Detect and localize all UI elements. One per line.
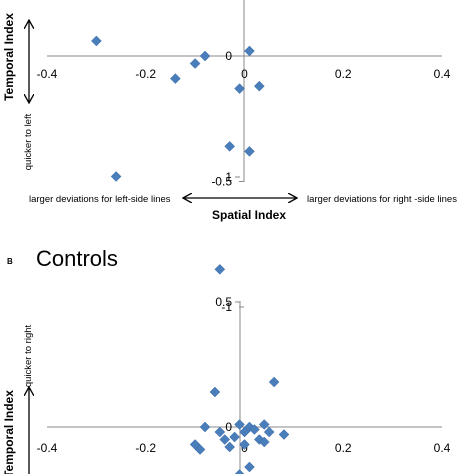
panel-b-data-point bbox=[258, 436, 270, 448]
panel-a-chart: -0.4 -0.2 0 0.2 0.4 0 -0.5 -1 Temporal Index q… bbox=[2, 0, 457, 314]
panel-b-y-tick-label: 1 bbox=[225, 170, 232, 184]
panel-b-x-tick-label: 0.2 bbox=[335, 441, 352, 455]
panel-a-x-tick-label: -0.4 bbox=[37, 67, 58, 81]
panel-a-y-axis-title: Temporal Index bbox=[2, 13, 16, 101]
panel-a-x-positive-annotation: larger deviations for right -side lines bbox=[307, 194, 457, 205]
panel-a-x-axis-title: Spatial Index bbox=[212, 208, 286, 222]
panel-a-y-tick-label: -0.5 bbox=[211, 175, 232, 189]
panel-a-data-point bbox=[189, 58, 201, 69]
panel-b-data-point bbox=[234, 469, 245, 474]
panel-b-data-point bbox=[214, 426, 226, 438]
panel-a-x-tick-label: 0.4 bbox=[434, 67, 451, 81]
panel-a-data-point bbox=[214, 263, 226, 275]
panel-b-data-point bbox=[258, 419, 270, 430]
panel-b-y-tick-label: 0 bbox=[225, 420, 232, 434]
panel-a-data-point bbox=[110, 171, 122, 182]
panel-b-x-tick-label: -0.4 bbox=[37, 441, 58, 455]
panel-b-data-point bbox=[249, 424, 260, 435]
panel-a-data-point bbox=[244, 146, 255, 157]
panel-b-title: Controls bbox=[36, 246, 118, 271]
panel-b-letter: B bbox=[7, 257, 13, 266]
panel-b-data-point bbox=[239, 439, 250, 450]
panel-b-data-point bbox=[219, 434, 231, 445]
panel-b-chart: B Controls -0.4-0.200.20.4 10.50 quicker… bbox=[2, 170, 451, 474]
panel-a-data-point bbox=[234, 83, 245, 94]
panel-b-y-positive-annotation: quicker to right bbox=[23, 324, 34, 387]
panel-b-x-tick-label: 0.4 bbox=[434, 441, 451, 455]
panel-b-data-point bbox=[244, 461, 255, 473]
panel-a-x-negative-annotation: larger deviations for left-side lines bbox=[29, 194, 171, 205]
panel-a-y-negative-annotation: quicker to left bbox=[23, 113, 34, 170]
panel-a-data-point bbox=[199, 50, 211, 62]
panel-b-data-point bbox=[278, 429, 290, 440]
panel-a-data-point bbox=[224, 141, 236, 152]
panel-a-x-tick-label: -0.2 bbox=[135, 67, 156, 81]
panel-a-x-tick-label: 0.2 bbox=[335, 67, 352, 81]
panel-b-y-tick-label: 0.5 bbox=[215, 295, 232, 309]
panel-b-data-point bbox=[224, 441, 236, 453]
panel-a-y-tick-label: 0 bbox=[225, 49, 232, 63]
panel-b-data-point bbox=[234, 419, 245, 430]
panel-a-data-point bbox=[170, 73, 181, 84]
panel-b-data-point bbox=[209, 386, 221, 398]
panel-b-data-point bbox=[263, 426, 275, 438]
panel-a-data-point bbox=[91, 35, 102, 47]
panel-b-y-axis-title: Temporal Index bbox=[2, 390, 16, 474]
panel-b-x-tick-label: -0.2 bbox=[135, 441, 156, 455]
panel-a-data-point bbox=[244, 45, 255, 57]
panel-a-x-tick-label: 0 bbox=[241, 67, 248, 81]
panel-b-data-point bbox=[199, 421, 211, 433]
panel-b-data-point bbox=[268, 376, 280, 388]
panel-a-data-point bbox=[253, 80, 265, 92]
panel-a-y-tick-label: -1 bbox=[221, 300, 232, 314]
panel-b-data-point bbox=[189, 439, 201, 450]
panel-b-data-point bbox=[229, 431, 240, 443]
